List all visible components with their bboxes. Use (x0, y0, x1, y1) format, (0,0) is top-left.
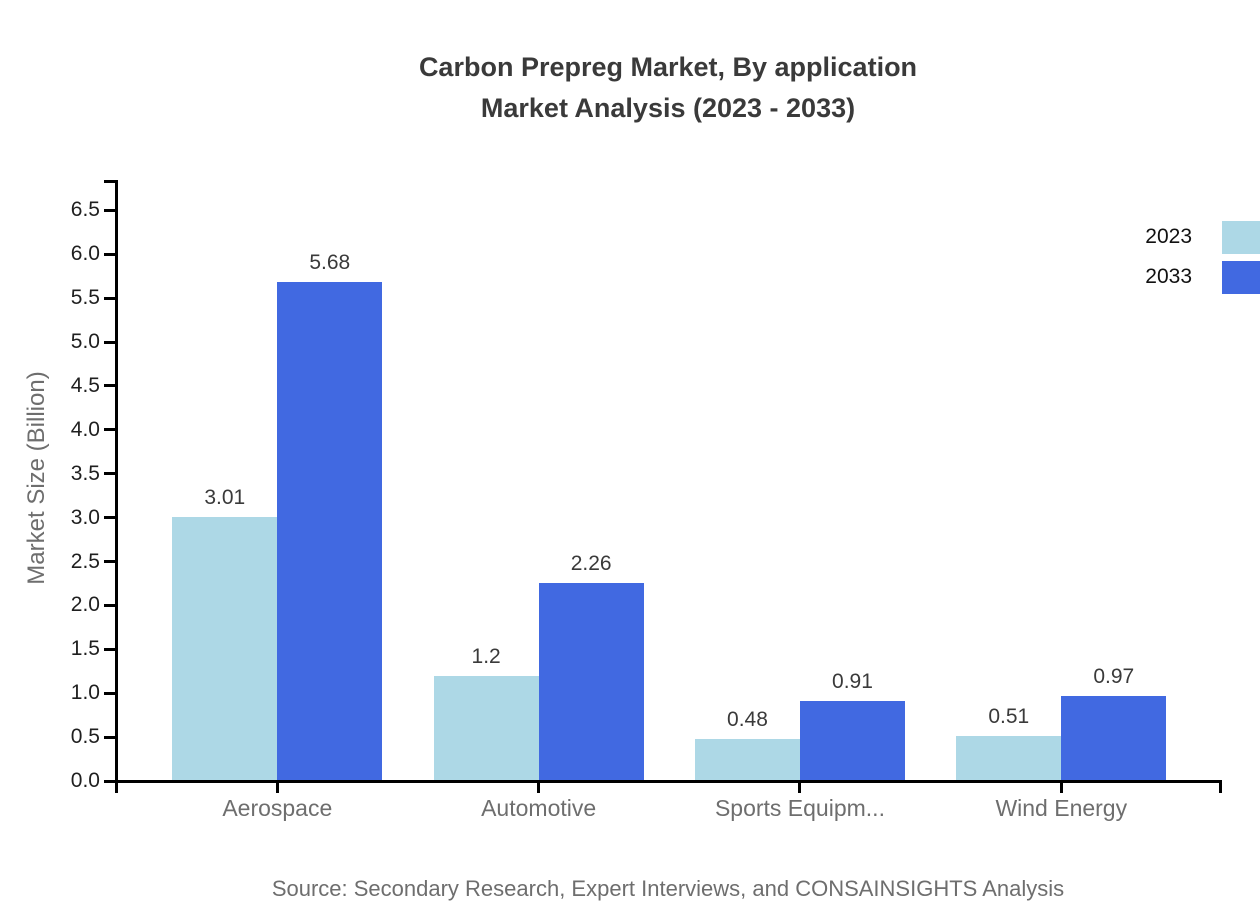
y-axis-tick (104, 516, 115, 520)
bar-2023-automotive (433, 675, 539, 781)
y-axis-tick (104, 691, 115, 695)
bar-2033-aerospace (277, 282, 383, 781)
y-axis-tick-label: 6.0 (70, 242, 100, 266)
y-axis-spine (115, 180, 118, 793)
legend-item-2023: 2023 (1145, 220, 1260, 254)
y-axis-end-cap (104, 180, 118, 183)
y-axis-tick (104, 560, 115, 563)
bar-2033-sports-equipm (799, 701, 905, 781)
bar-value-label-2023-wind-energy: 0.51 (988, 705, 1030, 729)
chart-title: Carbon Prepreg Market, By application Ma… (114, 47, 1222, 129)
y-axis-tick-label: 1.5 (70, 637, 100, 661)
legend-label-2033: 2033 (1145, 265, 1192, 288)
bar-2023-wind-energy (956, 736, 1062, 781)
y-axis-tick-label: 3.0 (70, 505, 100, 529)
y-axis-tick-label: 3.5 (70, 461, 100, 485)
y-axis-tick (104, 384, 115, 388)
y-axis-tick (104, 472, 115, 476)
x-axis-end-tick (1219, 781, 1222, 793)
bar-2033-wind-energy (1061, 695, 1167, 781)
y-axis-tick-label: 0.0 (70, 769, 100, 792)
bar-value-label-2023-aerospace: 3.01 (204, 485, 246, 509)
bar-2023-aerospace (172, 516, 278, 781)
y-axis-tick-label: 6.5 (70, 198, 100, 222)
y-axis-tick-label: 1.0 (70, 681, 100, 705)
x-axis-tick-aerospace (275, 781, 279, 793)
chart-title-line1: Carbon Prepreg Market, By application (418, 52, 918, 82)
legend-label-2023: 2023 (1145, 225, 1192, 248)
y-axis-tick (104, 208, 115, 212)
x-axis-tick-automotive (537, 781, 541, 793)
legend-swatch-2023 (1222, 220, 1260, 254)
y-axis-tick (104, 647, 115, 651)
bar-2023-sports-equipm (694, 738, 800, 781)
y-axis-tick (104, 252, 115, 256)
y-axis-tick-label: 2.5 (70, 549, 100, 573)
x-axis-category-label-automotive: Automotive (481, 795, 597, 821)
y-axis-tick-label: 2.0 (70, 593, 100, 617)
y-axis-tick (104, 603, 115, 607)
y-axis-tick-label: 4.5 (70, 373, 100, 397)
source-note: Source: Secondary Research, Expert Inter… (271, 876, 1065, 901)
x-axis-tick-wind-energy (1059, 781, 1063, 793)
y-axis-tick-label: 4.0 (70, 417, 100, 441)
y-axis-tick (104, 296, 115, 300)
bar-value-label-2023-automotive: 1.2 (471, 644, 501, 668)
legend-item-2033: 2033 (1145, 260, 1260, 294)
x-axis-category-label-wind-energy: Wind Energy (995, 795, 1128, 821)
y-axis-tick-label: 5.0 (70, 330, 100, 353)
x-axis-spine (114, 780, 1222, 783)
bar-value-label-2033-aerospace: 5.68 (309, 251, 351, 275)
y-axis-tick (104, 735, 115, 739)
y-axis-tick (104, 779, 115, 783)
legend-swatch-2033 (1222, 260, 1260, 294)
bar-value-label-2033-wind-energy: 0.97 (1093, 664, 1135, 688)
y-axis-tick (104, 428, 115, 432)
x-axis-tick-sports-equipm (798, 781, 802, 793)
x-axis-category-label-aerospace: Aerospace (222, 795, 333, 821)
bar-2033-automotive (538, 582, 644, 781)
y-axis-tick-label: 0.5 (70, 725, 100, 749)
bar-value-label-2023-sports-equipm: 0.48 (727, 707, 768, 731)
y-axis-tick (104, 340, 115, 344)
x-axis-category-label-sports-equipm: Sports Equipm... (714, 795, 885, 821)
chart-title-line2: Market Analysis (2023 - 2033) (480, 93, 856, 123)
bar-value-label-2033-sports-equipm: 0.91 (832, 670, 873, 694)
bar-value-label-2033-automotive: 2.26 (570, 551, 612, 575)
y-axis-tick-label: 5.5 (70, 286, 100, 310)
